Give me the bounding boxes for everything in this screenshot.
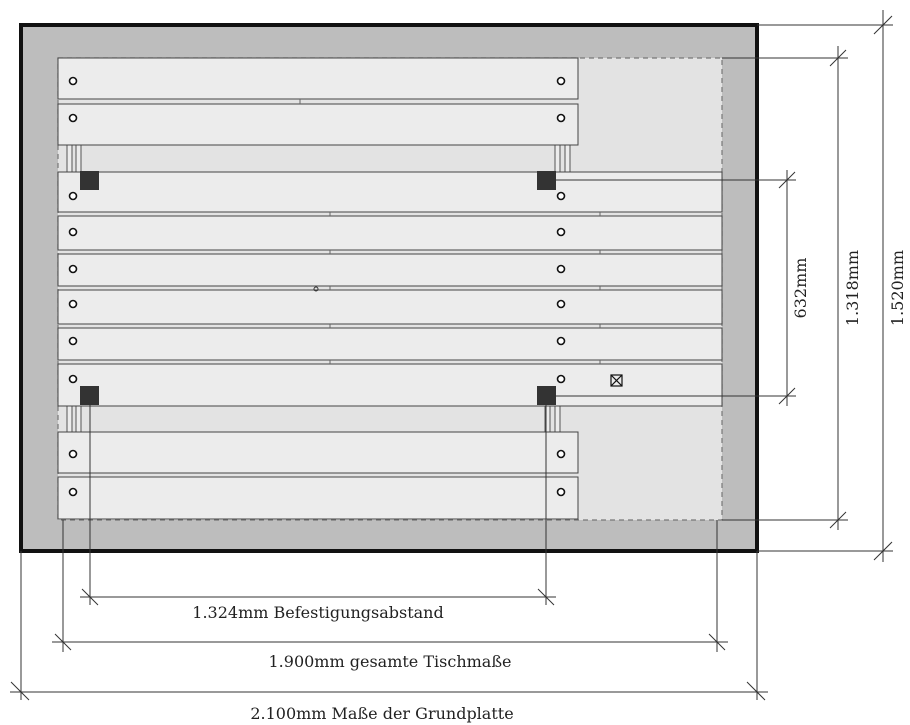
slat	[57, 327, 723, 361]
table-size-label: 1.900mm gesamte Tischmaße	[269, 652, 512, 671]
short-slats-top	[57, 57, 579, 146]
post	[80, 171, 99, 190]
fastening-distance-label: 1.324mm Befestigungsabstand	[192, 603, 443, 622]
slat	[57, 476, 579, 520]
cross-box-marker	[610, 374, 623, 387]
short-slats-bottom	[57, 431, 579, 520]
post	[537, 171, 556, 190]
vertical-fastening-label: 632mm	[791, 258, 810, 319]
vertical-base-label: 1.520mm	[888, 250, 907, 326]
slat	[57, 431, 579, 474]
dimension-lines	[10, 10, 893, 701]
post	[537, 386, 556, 405]
slat	[57, 103, 579, 146]
base-plate-size-label: 2.100mm Maße der Grundplatte	[250, 704, 513, 723]
long-slats	[57, 171, 723, 407]
slat	[57, 57, 579, 100]
table-posts	[80, 171, 556, 405]
slat	[57, 171, 723, 213]
slat	[57, 215, 723, 251]
center-mark	[313, 286, 319, 292]
slat	[57, 289, 723, 325]
slat-seams	[299, 99, 601, 364]
slat	[57, 253, 723, 287]
vertical-table-label: 1.318mm	[843, 250, 862, 326]
screw-holes	[68, 76, 566, 497]
post	[80, 386, 99, 405]
